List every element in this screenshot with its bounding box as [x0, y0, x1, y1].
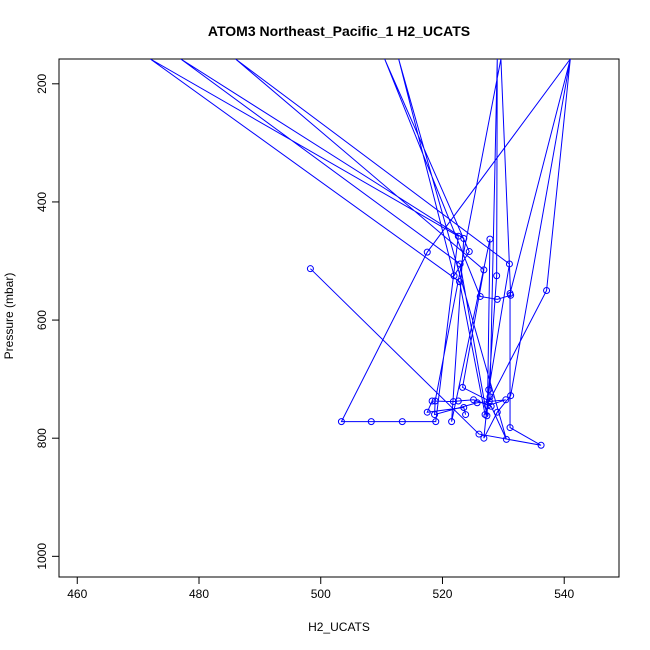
y-tick-label: 200 [35, 73, 49, 93]
series-line [150, 59, 571, 446]
data-point [465, 248, 473, 256]
data-point [486, 235, 494, 243]
data-point [398, 418, 406, 426]
plot-series [150, 59, 571, 449]
data-point [507, 392, 515, 400]
y-tick-label: 1000 [35, 543, 49, 570]
y-tick-label: 400 [35, 192, 49, 212]
data-point [456, 260, 464, 268]
data-point [481, 411, 489, 419]
data-point [431, 397, 439, 405]
data-point [337, 418, 345, 426]
data-point [493, 272, 501, 280]
data-point [367, 418, 375, 426]
data-point [507, 291, 515, 299]
data-point [460, 403, 468, 411]
data-point [306, 265, 314, 273]
plot-area-frame [58, 58, 620, 578]
y-tick-label: 800 [35, 428, 49, 448]
data-point [462, 411, 470, 419]
y-tick-label: 600 [35, 310, 49, 330]
data-point [470, 396, 478, 404]
x-tick-label: 480 [189, 587, 209, 601]
data-point [450, 272, 458, 280]
y-axis: 200 400 600 800 1000 [35, 73, 59, 570]
data-point [487, 402, 495, 410]
data-point [428, 397, 436, 405]
data-point [483, 412, 491, 420]
data-point [423, 408, 431, 416]
data-point [460, 235, 468, 243]
data-point [505, 260, 513, 268]
data-point [423, 248, 431, 256]
data-point [480, 266, 488, 274]
data-point [493, 408, 501, 416]
data-point [449, 398, 457, 406]
data-point [476, 292, 484, 300]
x-axis: 460 480 500 520 540 [67, 577, 575, 601]
data-point [543, 287, 551, 295]
chart-title: ATOM3 Northeast_Pacific_1 H2_UCATS [208, 23, 470, 39]
x-tick-label: 540 [554, 587, 574, 601]
data-point [448, 418, 456, 426]
data-point [432, 418, 440, 426]
x-tick-label: 460 [67, 587, 87, 601]
data-point [431, 411, 439, 419]
data-point [493, 295, 501, 303]
data-point [459, 383, 467, 391]
data-point [456, 278, 464, 286]
data-point [486, 393, 494, 401]
x-tick-label: 520 [432, 587, 452, 601]
data-point [485, 386, 493, 394]
data-point [506, 424, 514, 432]
data-point [537, 441, 545, 449]
y-axis-label: Pressure (mbar) [2, 273, 16, 360]
data-point [480, 434, 488, 442]
data-point [502, 435, 510, 443]
x-axis-label: H2_UCATS [308, 620, 370, 634]
data-point [484, 402, 492, 410]
x-tick-label: 500 [311, 587, 331, 601]
data-point [454, 397, 462, 405]
data-point [502, 396, 510, 404]
data-point [475, 430, 483, 438]
